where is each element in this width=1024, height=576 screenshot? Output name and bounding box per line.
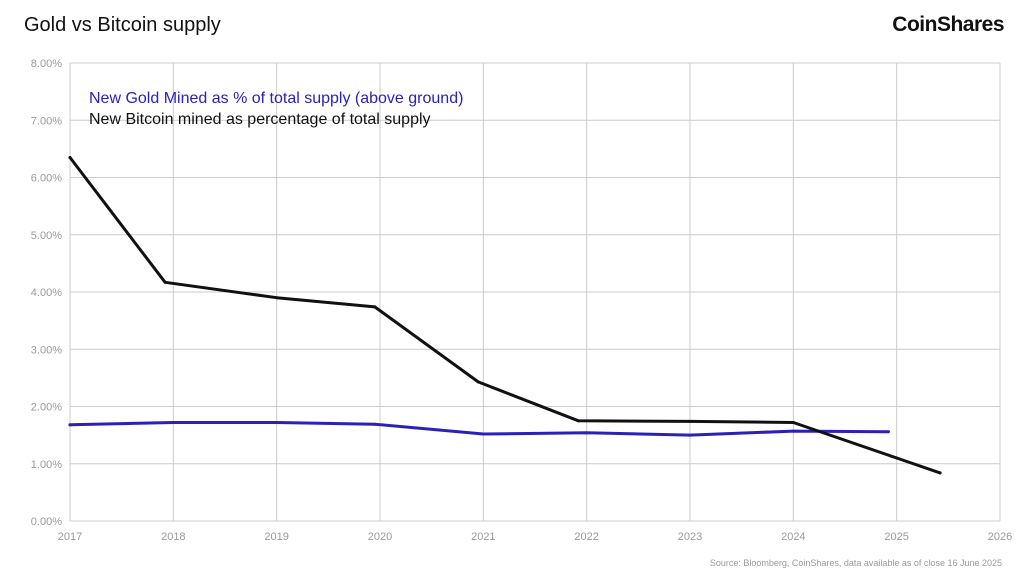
x-tick-label: 2022 [574,531,598,543]
gold-data-point [275,421,279,425]
y-tick-label: 5.00% [31,230,62,242]
chart-legend: New Gold Mined as % of total supply (abo… [89,90,463,128]
x-tick-label: 2021 [471,531,495,543]
x-tick-label: 2020 [368,531,392,543]
gold-data-point [481,432,485,436]
y-tick-label: 7.00% [31,115,62,127]
x-tick-label: 2023 [678,531,702,543]
gold-series-line [68,421,890,437]
bitcoin-series-line [68,156,942,475]
coinshares-logo: CoinShares [892,13,1004,36]
bitcoin-data-point [576,419,580,423]
gold-data-point [585,431,589,435]
bitcoin-data-point [68,155,72,159]
y-tick-label: 1.00% [31,459,62,471]
bitcoin-data-point [791,421,795,425]
source-note: Source: Bloomberg, CoinShares, data avai… [709,558,1002,568]
y-tick-label: 3.00% [31,344,62,356]
bitcoin-data-point [688,419,692,423]
x-tick-label: 2017 [58,531,82,543]
bitcoin-data-point [476,380,480,384]
axis-tick-labels: 0.00% 1.00% 2.00% 3.00% 4.00% 5.00% 6.00% 7.00%… [31,58,1012,543]
bitcoin-data-point [938,471,942,475]
chart-series [68,155,942,475]
x-tick-label: 2025 [884,531,908,543]
gold-data-point [373,422,377,426]
x-tick-label: 2026 [988,531,1012,543]
bitcoin-data-point [163,280,167,284]
y-tick-label: 6.00% [31,173,62,185]
gold-data-point [791,429,795,433]
legend-item-gold: New Gold Mined as % of total supply (abo… [89,90,463,107]
gold-data-point [886,430,890,434]
bitcoin-data-point [275,296,279,300]
y-tick-label: 2.00% [31,402,62,414]
legend-item-bitcoin: New Bitcoin mined as percentage of total… [89,111,431,128]
chart-title: Gold vs Bitcoin supply [24,14,221,36]
gold-data-point [68,423,72,427]
y-tick-label: 0.00% [31,516,62,528]
gold-data-point [171,421,175,425]
x-tick-label: 2024 [781,531,805,543]
gold-data-point [688,433,692,437]
y-tick-label: 8.00% [31,58,62,70]
grid-lines [69,62,1001,522]
bitcoin-data-point [373,305,377,309]
x-tick-label: 2019 [264,531,288,543]
y-tick-label: 4.00% [31,287,62,299]
x-tick-label: 2018 [161,531,185,543]
bitcoin-data-point [895,456,899,460]
